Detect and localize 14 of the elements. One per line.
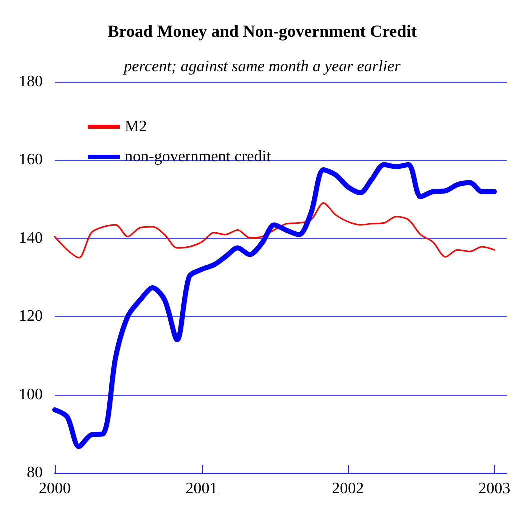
chart-subtitle: percent; against same month a year earlier xyxy=(123,58,402,76)
y-tick-label: 180 xyxy=(19,74,43,90)
y-tick-label: 80 xyxy=(27,464,43,482)
y-tick-label: 160 xyxy=(19,152,43,169)
legend-label: M2 xyxy=(125,118,148,136)
y-tick-label: 140 xyxy=(19,230,43,247)
x-tick-label: 2002 xyxy=(332,480,364,498)
y-tick-label: 120 xyxy=(19,308,43,326)
line-series xyxy=(54,202,496,259)
x-tick-label: 2000 xyxy=(39,480,71,498)
y-tick-label: 100 xyxy=(19,386,43,404)
chart-title: Broad Money and Non-government Credit xyxy=(108,22,418,41)
x-tick-label: 2001 xyxy=(186,480,218,498)
x-tick-label: 2003 xyxy=(478,480,511,498)
